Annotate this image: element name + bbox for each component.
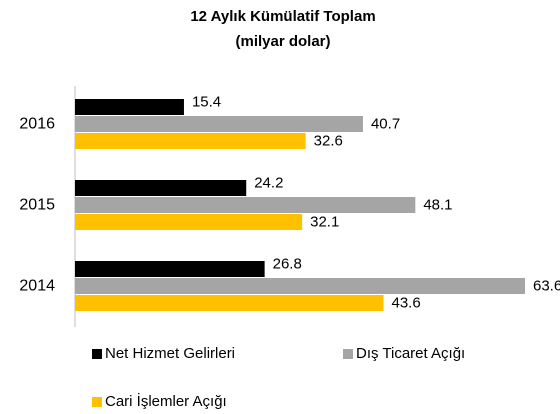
data-label: 32.6 [314, 132, 343, 149]
bar [75, 214, 303, 230]
bar [75, 180, 247, 196]
data-label: 63.6 [533, 277, 560, 294]
data-label: 26.8 [273, 255, 302, 272]
bar [75, 99, 184, 115]
y-tick-label: 2016 [19, 116, 55, 133]
data-label: 43.6 [391, 294, 420, 311]
bar [75, 295, 384, 311]
y-tick-label: 2014 [19, 278, 55, 295]
data-label: 48.1 [423, 196, 452, 213]
legend-swatch [92, 397, 102, 407]
bar [75, 133, 306, 149]
chart-title: 12 Aylık Kümülatif Toplam [190, 8, 375, 25]
data-label: 32.1 [310, 213, 339, 230]
legend-swatch [343, 349, 353, 359]
chart-subtitle: (milyar dolar) [235, 33, 330, 50]
legend-label: Net Hizmet Gelirleri [105, 345, 235, 362]
legend-label: Dış Ticaret Açığı [356, 345, 465, 362]
legend-swatch [92, 349, 102, 359]
bar [75, 197, 416, 213]
data-label: 40.7 [371, 115, 400, 132]
legend-label: Cari İşlemler Açığı [105, 392, 227, 410]
bar [75, 278, 525, 294]
bar [75, 116, 363, 132]
data-label: 15.4 [192, 93, 221, 110]
data-label: 24.2 [254, 174, 283, 191]
y-tick-label: 2015 [19, 197, 55, 214]
bar [75, 261, 265, 277]
